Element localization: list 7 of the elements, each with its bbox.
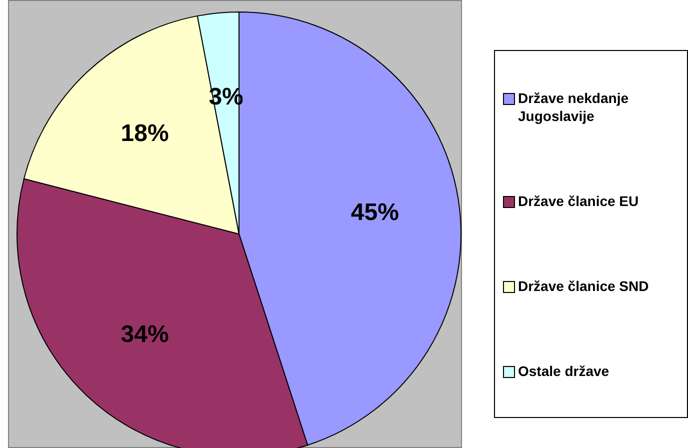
- data-label: 45%: [350, 198, 399, 226]
- legend-label: Države nekdanje Jugoslavije: [518, 88, 630, 124]
- data-label: 34%: [120, 320, 169, 348]
- data-label: 18%: [120, 120, 169, 148]
- legend-label: Države članice SND: [518, 276, 649, 294]
- legend-label: Države članice EU: [518, 192, 639, 210]
- legend-label: Ostale države: [518, 362, 610, 380]
